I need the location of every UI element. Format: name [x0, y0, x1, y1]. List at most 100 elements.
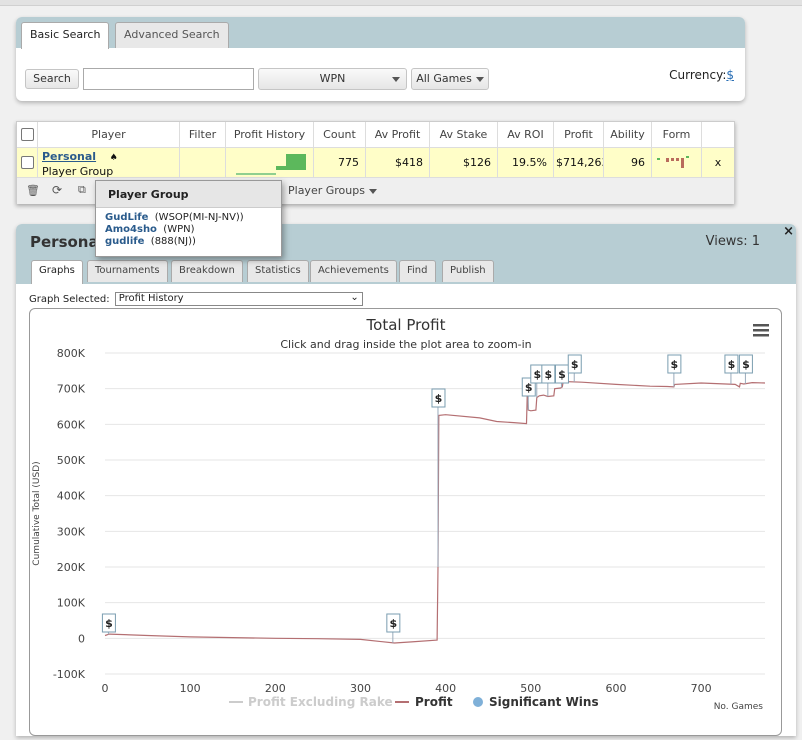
player-name-link[interactable]: Personal [42, 150, 97, 163]
trash-icon[interactable]: 🗑 [26, 184, 40, 197]
ability-cell: 96 [604, 148, 652, 177]
close-icon[interactable]: × [783, 224, 794, 239]
chevron-down-icon [368, 188, 377, 194]
popup-member: gudlife (888(NJ)) [96, 236, 281, 248]
header-av-profit[interactable]: Av Profit [366, 122, 430, 147]
sparkline-svg [236, 154, 306, 175]
header-av-roi[interactable]: Av ROI [498, 122, 554, 147]
games-select-value: All Games [416, 72, 472, 85]
member-network: (WPN) [163, 224, 195, 235]
x-tick-label: 100 [180, 682, 201, 695]
av-profit-cell: $418 [366, 148, 430, 177]
currency-setting: Currency:$ [669, 68, 734, 82]
chart-container: Total Profit Click and drag inside the pl… [29, 308, 782, 736]
copy-icon[interactable]: ⧉ [78, 183, 86, 196]
form-bar [666, 158, 669, 162]
refresh-icon[interactable]: ⟳ [52, 183, 63, 197]
table-row[interactable]: Personal ♠ Player Group 775 $418 $126 19… [17, 147, 734, 178]
player-group-popup: Player Group GudLife (WSOP(MI-NJ-NV)) Am… [95, 180, 282, 257]
flag-label: $ [533, 368, 541, 381]
tab-statistics[interactable]: Statistics [247, 260, 309, 282]
x-tick-label: 700 [691, 682, 712, 695]
y-tick-label: 0 [78, 632, 85, 645]
flag-label: $ [571, 358, 579, 371]
y-tick-label: -100K [53, 668, 86, 681]
tab-find[interactable]: Find [399, 260, 436, 282]
sparkline-bar [276, 166, 286, 170]
y-tick-label: 700K [57, 383, 86, 396]
header-av-stake[interactable]: Av Stake [430, 122, 498, 147]
graph-select[interactable]: Profit History ⌄ [114, 292, 363, 306]
form-svg [657, 156, 689, 168]
chart-title: Total Profit [366, 316, 446, 334]
flag-label: $ [558, 368, 566, 381]
member-name[interactable]: Amo4sho [105, 224, 157, 235]
flag-label: $ [742, 358, 750, 371]
profit-series-line [104, 380, 766, 644]
member-network: (888(NJ)) [150, 236, 196, 247]
player-groups-menu[interactable]: Player Groups [288, 184, 377, 197]
form-cell [652, 148, 702, 177]
network-select[interactable]: WPN [258, 68, 407, 90]
profit-chart[interactable]: Total Profit Click and drag inside the pl… [30, 309, 783, 737]
member-name[interactable]: GudLife [105, 212, 149, 223]
tab-graphs[interactable]: Graphs [31, 260, 83, 284]
av-stake-cell: $126 [430, 148, 498, 177]
profile-title: Personal [30, 233, 104, 251]
flag-label: $ [545, 368, 553, 381]
y-tick-label: 800K [57, 347, 86, 360]
player-sub: Player Group [42, 165, 114, 178]
x-axis-label: No. Games [714, 702, 764, 712]
player-cell: Personal ♠ Player Group [38, 148, 180, 178]
tab-tournaments[interactable]: Tournaments [87, 260, 168, 282]
header-form[interactable]: Form [652, 122, 702, 147]
tab-basic-search[interactable]: Basic Search [21, 22, 110, 49]
header-profit[interactable]: Profit [554, 122, 604, 147]
remove-row-button[interactable]: x [714, 156, 722, 169]
significant-win-flag [431, 388, 446, 408]
flag-label: $ [525, 381, 533, 394]
chevron-down-icon [388, 69, 400, 89]
significant-win-flag [554, 364, 569, 384]
games-select[interactable]: All Games [411, 68, 489, 90]
flag-label: $ [390, 617, 398, 630]
header-filter[interactable]: Filter [180, 122, 226, 147]
tab-publish[interactable]: Publish [442, 260, 494, 282]
significant-win-flag [101, 613, 116, 633]
flag-label: $ [105, 617, 113, 630]
tab-breakdown[interactable]: Breakdown [171, 260, 243, 282]
search-input[interactable] [83, 68, 254, 90]
legend-sig-wins: Significant Wins [489, 695, 599, 709]
row-checkbox[interactable] [21, 156, 34, 169]
flag-label: $ [728, 358, 736, 371]
popup-member: Amo4sho (WPN) [96, 224, 281, 236]
currency-label: Currency: [669, 68, 727, 82]
select-all-checkbox[interactable] [21, 128, 34, 141]
header-player[interactable]: Player [38, 122, 180, 147]
legend-marker-sig-wins [473, 697, 483, 707]
filter-cell [180, 148, 226, 177]
search-panel: Basic Search Advanced Search Search WPN … [16, 17, 745, 101]
significant-win-flag [567, 354, 582, 374]
header-ability[interactable]: Ability [604, 122, 652, 147]
header-remove [702, 122, 734, 147]
legend-profit: Profit [415, 695, 453, 709]
search-button[interactable]: Search [25, 69, 79, 89]
sparkline-base [236, 173, 276, 175]
graph-select-value: Profit History [118, 293, 184, 304]
y-tick-label: 600K [57, 418, 86, 431]
tab-achievements[interactable]: Achievements [310, 260, 397, 282]
form-bar [681, 158, 684, 168]
member-name[interactable]: gudlife [105, 236, 145, 247]
significant-win-flag [738, 354, 753, 374]
menu-icon [753, 334, 769, 337]
significant-win-flag [724, 354, 739, 374]
tab-advanced-search[interactable]: Advanced Search [115, 22, 229, 48]
av-roi-cell: 19.5% [498, 148, 554, 177]
header-count[interactable]: Count [314, 122, 366, 147]
x-tick-label: 200 [265, 682, 286, 695]
graph-selector: Graph Selected: Profit History ⌄ [29, 292, 363, 306]
currency-link[interactable]: $ [726, 68, 734, 82]
x-tick-label: 400 [435, 682, 456, 695]
header-profit-history[interactable]: Profit History [226, 122, 314, 147]
